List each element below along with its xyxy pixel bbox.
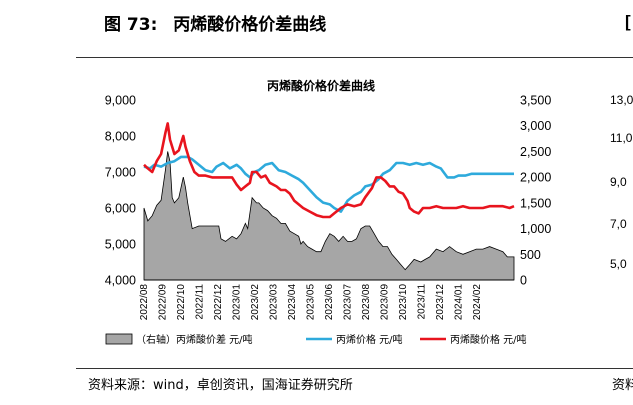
right-axis-tick-label: 0: [520, 274, 527, 288]
figure-number: 图 73:: [104, 15, 158, 35]
adjacent-source-fragment: 资料: [612, 378, 633, 393]
x-axis-tick-label: 2023/05: [306, 284, 317, 321]
spread-area: [143, 151, 515, 281]
chart-title: 丙烯酸价格价差曲线: [267, 78, 375, 93]
x-axis-tick-label: 2023/06: [324, 284, 335, 321]
left-axis-tick-label: 5,000: [105, 238, 136, 252]
left-axis-ticks: 4,000 5,000 6,000 7,000 8,000 9,000: [105, 94, 136, 288]
right-axis-tick-label: 500: [520, 248, 541, 262]
adjacent-tick: 13,0: [610, 93, 633, 107]
adjacent-tick: 9,0: [610, 175, 627, 189]
x-axis-tick-label: 2023/02: [250, 284, 261, 321]
right-axis-ticks: 0 500 1,000 1,500 2,000 2,500 3,000 3,500: [520, 94, 551, 288]
right-axis-tick-label: 1,000: [520, 222, 551, 236]
x-axis-tick-label: 2024/02: [472, 284, 483, 321]
x-axis-tick-label: 2024/01: [454, 284, 465, 321]
x-axis-tick-label: 2022/08: [139, 284, 150, 321]
price-spread-chart: 丙烯酸价格价差曲线 4,000 5,000 6,000 7,000 8,000 9,000…: [105, 78, 552, 346]
legend-label: 丙烯价格 元/吨: [336, 333, 403, 346]
x-axis-tick-label: 2023/12: [435, 284, 446, 321]
legend: （右轴）丙烯酸价差 元/吨 丙烯价格 元/吨 丙烯酸价格 元/吨: [105, 333, 527, 346]
left-axis-tick-label: 9,000: [105, 94, 136, 108]
x-axis-tick-label: 2023/08: [361, 284, 372, 321]
left-axis-tick-label: 7,000: [105, 166, 136, 180]
x-axis-tick-label: 2023/10: [398, 284, 409, 321]
x-axis-tick-label: 2022/11: [195, 284, 206, 320]
right-axis-tick-label: 3,000: [520, 119, 551, 133]
top-rule: [76, 57, 633, 58]
plot-area: [143, 122, 515, 281]
adjacent-tick: 5,0: [610, 257, 627, 271]
adjacent-tick: 7,0: [610, 217, 627, 231]
x-axis-ticks: 2022/08 2022/09 2022/10 2022/11 2022/12 2023/…: [139, 284, 483, 321]
x-axis-tick-label: 2022/09: [158, 284, 169, 321]
right-axis-tick-label: 1,500: [520, 196, 551, 210]
legend-label: （右轴）丙烯酸价差 元/吨: [136, 333, 253, 346]
legend-swatch-spread: [105, 333, 133, 345]
left-axis-tick-label: 6,000: [105, 202, 136, 216]
adjacent-figure-title-fragment: [: [625, 12, 631, 31]
right-axis-tick-label: 2,000: [520, 171, 551, 185]
right-axis-tick-label: 3,500: [520, 94, 551, 108]
figure-title-text: 丙烯酸价格价差曲线: [173, 15, 327, 35]
x-axis-tick-label: 2023/11: [417, 284, 428, 320]
left-axis-tick-label: 4,000: [105, 274, 136, 288]
left-axis-tick-label: 8,000: [105, 130, 136, 144]
x-axis-tick-label: 2023/01: [232, 284, 243, 321]
x-axis-tick-label: 2022/12: [213, 284, 224, 321]
right-axis-tick-label: 2,500: [520, 145, 551, 159]
x-axis-tick-label: 2023/03: [269, 284, 280, 321]
source-note: 资料来源：wind，卓创资讯，国海证券研究所: [88, 378, 353, 393]
legend-label: 丙烯酸价格 元/吨: [450, 333, 527, 346]
adjacent-tick: 11,0: [610, 131, 633, 145]
bottom-rule: [76, 368, 633, 369]
propylene-price-line: [143, 155, 514, 213]
figure-title: 图 73: 丙烯酸价格价差曲线: [104, 10, 326, 35]
x-axis-tick-label: 2022/10: [176, 284, 187, 321]
acrylic-acid-price-line: [143, 122, 515, 219]
x-axis-tick-label: 2023/04: [287, 284, 298, 321]
x-axis-tick-label: 2023/07: [343, 284, 354, 321]
x-axis-tick-label: 2023/09: [380, 284, 391, 321]
